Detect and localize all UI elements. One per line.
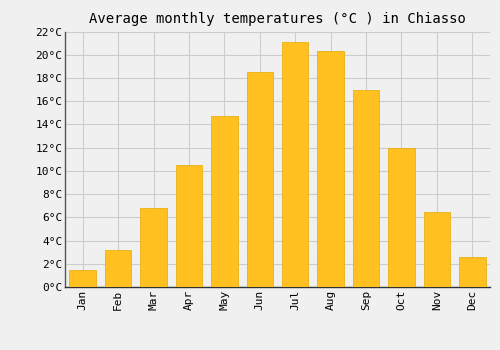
- Bar: [353, 90, 380, 287]
- Bar: [424, 211, 450, 287]
- Bar: [211, 116, 238, 287]
- Bar: [70, 270, 96, 287]
- Title: Average monthly temperatures (°C ) in Chiasso: Average monthly temperatures (°C ) in Ch…: [89, 12, 466, 26]
- Bar: [140, 208, 167, 287]
- Bar: [318, 51, 344, 287]
- Bar: [388, 148, 414, 287]
- Bar: [282, 42, 308, 287]
- Bar: [246, 72, 273, 287]
- Bar: [459, 257, 485, 287]
- Bar: [176, 165, 202, 287]
- Bar: [105, 250, 132, 287]
